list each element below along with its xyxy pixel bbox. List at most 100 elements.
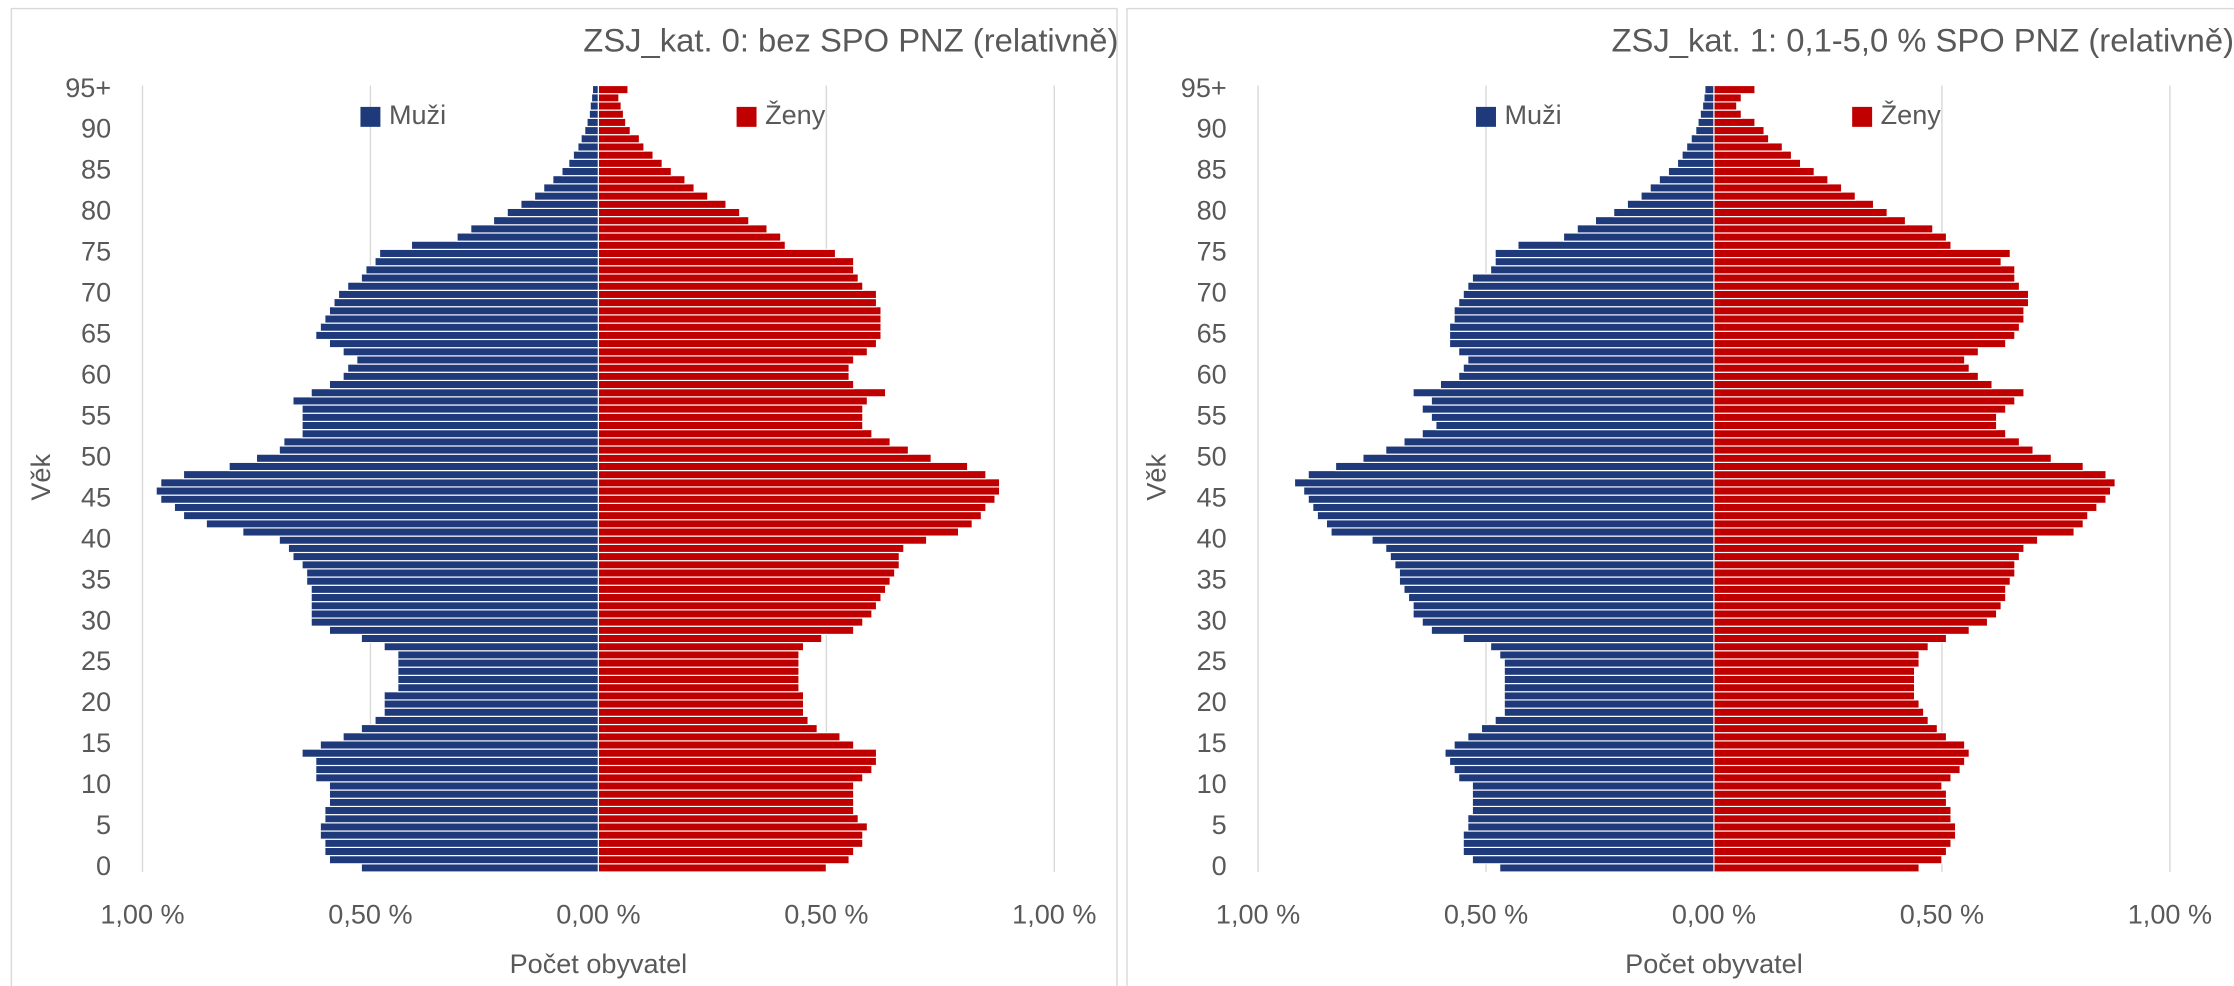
bar <box>597 748 878 758</box>
bar <box>1713 240 1952 250</box>
bar <box>1421 617 1715 627</box>
bar <box>1713 216 1907 226</box>
bar <box>597 355 855 365</box>
bar <box>597 396 868 406</box>
bar <box>1713 158 1802 169</box>
chart-title: ZSJ_kat. 0: bez SPO PNZ (relativně) <box>583 21 1118 58</box>
bar <box>1713 781 1943 791</box>
bar <box>1613 207 1715 218</box>
bar <box>597 494 996 504</box>
bar <box>315 764 599 775</box>
bar <box>374 256 599 267</box>
bar <box>1430 412 1715 422</box>
bar <box>1471 805 1715 816</box>
bar <box>597 183 695 193</box>
bar <box>182 469 599 480</box>
bar <box>319 822 599 832</box>
bar <box>301 404 599 414</box>
bar <box>1307 494 1715 504</box>
bar <box>383 642 599 652</box>
bar <box>597 486 1001 496</box>
bar <box>1713 510 2089 521</box>
bar <box>1713 84 1756 95</box>
bar <box>383 699 599 709</box>
bar <box>310 609 599 619</box>
bar <box>1713 289 2030 300</box>
x-tick-label: 0,00 % <box>1672 898 1756 929</box>
bar <box>1312 502 1715 513</box>
bar <box>1713 863 1920 873</box>
bar <box>1444 748 1715 758</box>
y-tick-label: 90 <box>81 113 111 144</box>
bar <box>278 535 599 545</box>
y-tick-label: 55 <box>1197 399 1227 430</box>
bar <box>1467 281 1715 291</box>
bar <box>1713 437 2021 447</box>
bar <box>1713 281 2021 291</box>
x-tick-label: 1,00 % <box>2128 898 2212 929</box>
y-tick-label: 50 <box>1197 440 1227 471</box>
y-tick-label: 40 <box>81 522 111 553</box>
bar <box>1499 650 1715 660</box>
bar <box>292 551 599 562</box>
bar <box>383 707 599 717</box>
bar <box>1713 732 1948 742</box>
bar <box>589 101 599 111</box>
bar <box>597 216 750 226</box>
bar <box>597 330 882 341</box>
bar <box>597 404 864 414</box>
y-tick-label: 5 <box>1212 809 1227 840</box>
bar <box>374 715 599 726</box>
bar <box>1676 158 1715 169</box>
bar <box>310 584 599 595</box>
bar <box>324 846 599 857</box>
bar <box>1713 723 1938 734</box>
legend-swatch <box>1476 106 1496 127</box>
bar <box>1713 773 1952 783</box>
bar <box>1334 461 1715 472</box>
bar <box>597 166 672 177</box>
bar <box>324 814 599 824</box>
bar <box>1713 674 1916 685</box>
bar <box>597 805 855 816</box>
y-tick-label: 20 <box>81 686 111 717</box>
bar <box>597 732 841 742</box>
bar <box>1398 576 1715 586</box>
bar <box>1494 256 1715 267</box>
bar <box>278 445 599 455</box>
bar <box>1713 658 1920 668</box>
y-tick-label: 75 <box>1197 236 1227 267</box>
bar <box>1439 379 1715 390</box>
bar <box>1412 609 1715 619</box>
bar <box>1307 469 1715 480</box>
y-tick-label: 35 <box>81 563 111 594</box>
y-axis-title: Věk <box>25 454 56 501</box>
bar <box>1713 117 1756 128</box>
bar <box>597 519 973 529</box>
bar <box>315 773 599 783</box>
bar <box>597 158 663 169</box>
chart-title: ZSJ_kat. 1: 0,1-5,0 % SPO PNZ (relativně… <box>1612 21 2234 58</box>
bar <box>584 125 599 136</box>
bar <box>1316 510 1715 521</box>
bar <box>1389 551 1715 562</box>
bar <box>1713 379 1993 390</box>
bar <box>597 347 868 357</box>
bar <box>1430 625 1715 635</box>
bar <box>410 240 599 250</box>
bar <box>577 142 599 152</box>
bar <box>1713 642 1929 652</box>
y-tick-label: 80 <box>81 195 111 226</box>
bar <box>1407 592 1715 603</box>
bar <box>1458 773 1715 783</box>
bar <box>1471 797 1715 808</box>
bar <box>1462 830 1715 840</box>
bar <box>1371 535 1715 545</box>
bar <box>283 437 599 447</box>
bar <box>1467 822 1715 832</box>
bar <box>1421 404 1715 414</box>
bar <box>328 338 599 349</box>
bar <box>1713 535 2039 545</box>
bar <box>597 543 905 554</box>
